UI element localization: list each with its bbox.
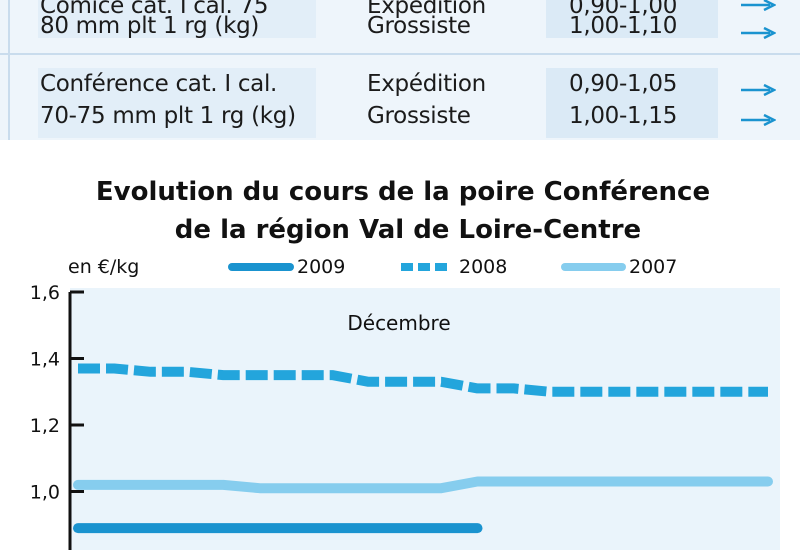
stage-label-1: Expédition <box>367 71 486 97</box>
price-range-2: 1,00-1,15 <box>569 103 678 129</box>
plot-area <box>70 288 780 550</box>
legend-label-2009: 2009 <box>297 256 345 278</box>
y-tick-label: 1,2 <box>30 415 60 437</box>
table-left-border <box>8 0 10 140</box>
y-tick-label: 1,4 <box>30 349 60 371</box>
month-annotation: Décembre <box>347 311 450 335</box>
table-row-comice: Comice cat. I cal. 75 80 mm plt 1 rg (kg… <box>0 0 800 39</box>
arrow-right-icon <box>741 0 776 11</box>
arrow-right-icon <box>741 27 776 39</box>
series-line-2008 <box>78 363 768 397</box>
series-line-2007 <box>73 476 773 494</box>
y-axis-unit-label: en €/kg <box>68 256 139 278</box>
legend-label-2008: 2008 <box>459 256 507 278</box>
product-name-line-2: 80 mm plt 1 rg (kg) <box>40 13 260 39</box>
chart-title-line-1: Evolution du cours de la poire Conférenc… <box>96 177 710 207</box>
stage-label-1: Expédition <box>367 0 486 19</box>
y-tick-label: 0,8 <box>30 548 60 550</box>
price-cell <box>546 68 718 138</box>
price-range-2: 1,00-1,10 <box>569 13 678 39</box>
price-cell <box>546 0 718 38</box>
product-name-line-2: 70-75 mm plt 1 rg (kg) <box>40 103 296 129</box>
price-table: Comice cat. I cal. 75 80 mm plt 1 rg (kg… <box>0 0 800 140</box>
table-row-conference: Conférence cat. I cal. 70-75 mm plt 1 rg… <box>0 68 800 138</box>
stage-label-2: Grossiste <box>367 13 471 39</box>
arrow-right-icon <box>741 84 776 96</box>
legend-label-2007: 2007 <box>629 256 677 278</box>
arrow-right-icon <box>741 114 776 126</box>
y-tick-label: 1,6 <box>30 282 60 304</box>
series-layer <box>73 363 773 534</box>
row-separator <box>0 53 800 55</box>
chart-title-line-2: de la région Val de Loire-Centre <box>175 215 641 245</box>
price-range-1: 0,90-1,00 <box>569 0 678 19</box>
product-cell <box>38 0 316 38</box>
chart-legend: 2009 2008 2007 <box>228 256 677 278</box>
y-axis: 0,8 1,0 1,2 1,4 1,6 <box>30 282 84 550</box>
product-name-line-1: Comice cat. I cal. 75 <box>40 0 269 19</box>
y-tick-label: 1,0 <box>30 482 60 504</box>
product-cell <box>38 68 316 138</box>
price-chart: Evolution du cours de la poire Conférenc… <box>0 142 800 550</box>
product-name-line-1: Conférence cat. I cal. <box>40 71 278 97</box>
price-range-1: 0,90-1,05 <box>569 71 678 97</box>
stage-label-2: Grossiste <box>367 103 471 129</box>
